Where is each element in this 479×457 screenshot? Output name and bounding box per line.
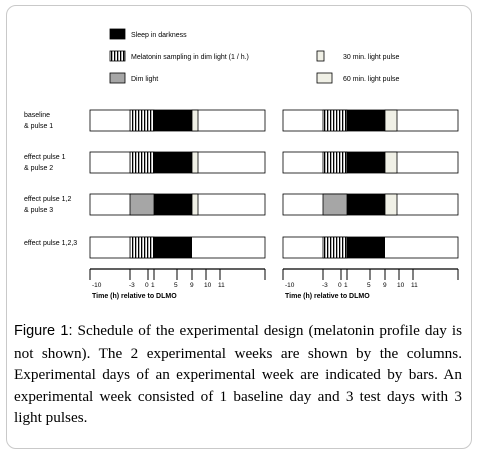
week1-column <box>89 109 266 259</box>
tick-label: 0 <box>338 282 342 289</box>
legend-sleep-label: Sleep in darkness <box>131 32 187 39</box>
legend-pulse30-label: 30 min. light pulse <box>343 54 400 61</box>
legend-pulse60-swatch <box>316 72 333 84</box>
axis-label: Time (h) relative to DLMO <box>285 293 370 300</box>
tick-label: -3 <box>322 282 328 289</box>
legend-melatonin-label: Melatonin sampling in dim light (1 / h.) <box>131 54 249 61</box>
week1-bar-effect1 <box>89 151 266 174</box>
week1-bar-baseline <box>89 109 266 132</box>
week2-bar-baseline <box>282 109 459 132</box>
sleep-segment <box>154 194 192 215</box>
legend-dim-label: Dim light <box>131 76 158 83</box>
row-label-3b: & pulse 3 <box>24 207 53 214</box>
figure-caption: Figure 1: Schedule of the experimental d… <box>14 320 462 429</box>
sleep-segment <box>154 110 192 131</box>
sleep-segment <box>154 152 192 173</box>
legend: Sleep in darkness Melatonin sampling in … <box>109 28 400 84</box>
legend-sleep-swatch <box>109 28 126 40</box>
row-labels: baseline & pulse 1 effect pulse 1 & puls… <box>24 112 77 247</box>
schedule-diagram: Sleep in darkness Melatonin sampling in … <box>24 28 459 300</box>
tick-label: 5 <box>174 282 178 289</box>
melatonin-segment <box>322 236 348 259</box>
legend-melatonin-swatch <box>109 50 126 62</box>
tick-label: 11 <box>218 282 225 289</box>
sleep-segment <box>347 194 385 215</box>
melatonin-segment <box>129 109 155 132</box>
week1-bar-effect12 <box>89 193 266 216</box>
week2-column <box>282 109 459 259</box>
pulse30-segment <box>191 151 199 174</box>
sleep-segment <box>347 152 385 173</box>
sleep-segment <box>347 237 385 258</box>
tick-label: 5 <box>367 282 371 289</box>
tick-label: 1 <box>344 282 348 289</box>
pulse30-segment <box>191 109 199 132</box>
tick-label: 10 <box>397 282 405 289</box>
row-label-2b: & pulse 2 <box>24 165 53 172</box>
tick-label: 0 <box>145 282 149 289</box>
week1-bar-effect123 <box>89 236 266 259</box>
row-label-1a: baseline <box>24 112 50 119</box>
tick-label: -10 <box>285 282 295 289</box>
dim-segment <box>322 193 348 216</box>
melatonin-segment <box>129 151 155 174</box>
melatonin-segment <box>129 236 155 259</box>
tick-label: 9 <box>190 282 194 289</box>
legend-pulse60-label: 60 min. light pulse <box>343 76 400 83</box>
row-label-2a: effect pulse 1 <box>24 154 66 161</box>
tick-label: -10 <box>92 282 102 289</box>
tick-label: -3 <box>129 282 135 289</box>
week2-bar-effect12 <box>282 193 459 216</box>
week2-bar-effect123 <box>282 236 459 259</box>
figure-frame <box>6 5 472 449</box>
week2-time-axis: -10 -3 0 1 5 9 10 11 Time (h) relative t… <box>282 268 459 300</box>
week1-time-axis: -10 -3 0 1 5 9 10 11 Time (h) relative t… <box>89 268 266 300</box>
tick-label: 1 <box>151 282 155 289</box>
row-label-3a: effect pulse 1,2 <box>24 196 71 203</box>
caption-head: Figure 1: <box>14 323 73 339</box>
axis-label: Time (h) relative to DLMO <box>92 293 177 300</box>
tick-label: 10 <box>204 282 212 289</box>
caption-text: Schedule of the experimental design (mel… <box>14 322 462 426</box>
melatonin-segment <box>322 151 348 174</box>
melatonin-segment <box>322 109 348 132</box>
dim-segment <box>129 193 155 216</box>
sleep-segment <box>154 237 192 258</box>
week2-bar-effect1 <box>282 151 459 174</box>
sleep-segment <box>347 110 385 131</box>
pulse30-segment <box>191 193 199 216</box>
tick-label: 11 <box>411 282 418 289</box>
legend-dim-swatch <box>109 72 126 84</box>
pulse60-segment <box>384 109 398 132</box>
row-label-1b: & pulse 1 <box>24 123 53 130</box>
row-label-4a: effect pulse 1,2,3 <box>24 240 77 247</box>
tick-label: 9 <box>383 282 387 289</box>
pulse60-segment <box>384 151 398 174</box>
pulse60-segment <box>384 193 398 216</box>
legend-pulse30-swatch <box>316 50 325 62</box>
